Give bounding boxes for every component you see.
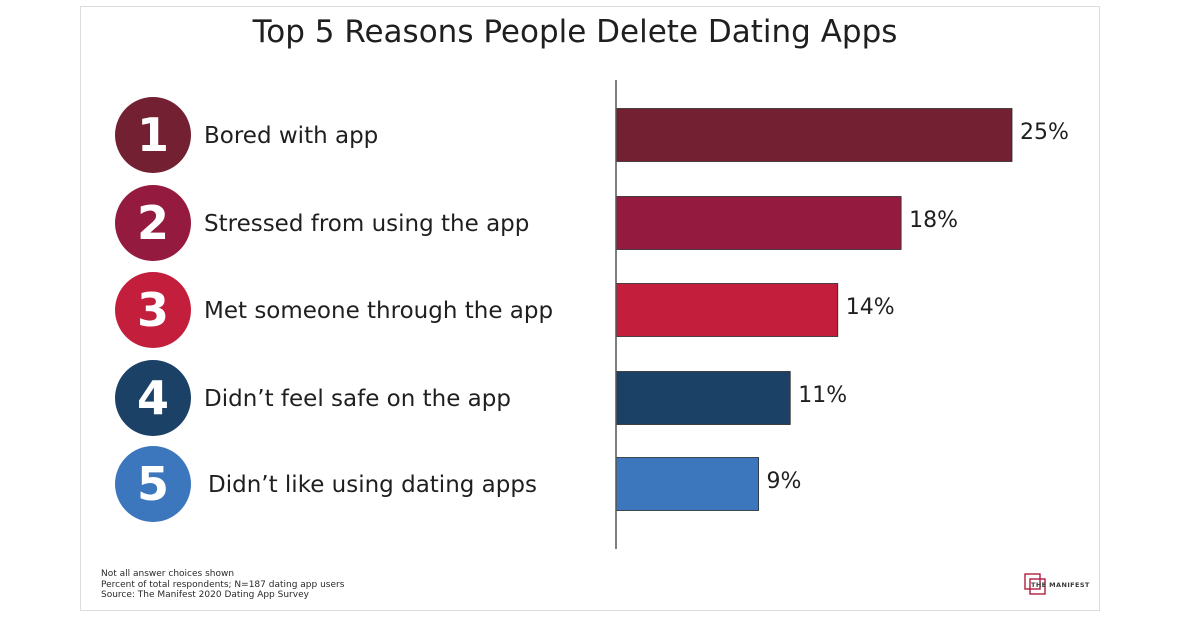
rank-number: 3 (137, 283, 169, 337)
rank-circle (115, 97, 191, 173)
category-label: Didn’t like using dating apps (208, 472, 537, 498)
logo-mark-icon (1024, 573, 1046, 595)
bar (615, 196, 902, 250)
bar (615, 283, 839, 337)
bar (615, 108, 1013, 162)
rank-circle (115, 360, 191, 436)
value-label: 25% (1020, 120, 1069, 145)
value-label: 14% (846, 295, 895, 320)
footnote-line: Not all answer choices shown (101, 569, 235, 579)
chart-title: Top 5 Reasons People Delete Dating Apps (252, 14, 898, 50)
rank-circle (115, 185, 191, 261)
bar (615, 457, 759, 511)
rank-number: 4 (137, 371, 169, 425)
footnote-line: Source: The Manifest 2020 Dating App Sur… (101, 590, 309, 600)
logo-text: THE MANIFEST (1031, 581, 1090, 589)
chart-rows: 1 Bored with app 25% 2 Stressed from using t… (115, 97, 1069, 522)
value-label: 11% (798, 383, 847, 408)
footnotes: Not all answer choices shown Percent of … (101, 569, 344, 601)
category-label: Stressed from using the app (204, 211, 529, 237)
value-label: 9% (767, 469, 802, 494)
footnote-line: Percent of total respondents; N=187 dati… (101, 579, 345, 590)
rank-circle (115, 446, 191, 522)
rank-number: 5 (137, 457, 169, 511)
rank-number: 2 (137, 196, 169, 250)
category-label: Met someone through the app (204, 298, 553, 324)
bar (615, 371, 791, 425)
category-label: Bored with app (204, 123, 378, 149)
category-label: Didn’t feel safe on the app (204, 386, 511, 412)
manifest-logo: THE MANIFEST (1024, 573, 1089, 599)
rank-number: 1 (137, 108, 169, 162)
chart-frame (80, 6, 1100, 611)
rank-circle (115, 272, 191, 348)
value-label: 18% (909, 208, 958, 233)
